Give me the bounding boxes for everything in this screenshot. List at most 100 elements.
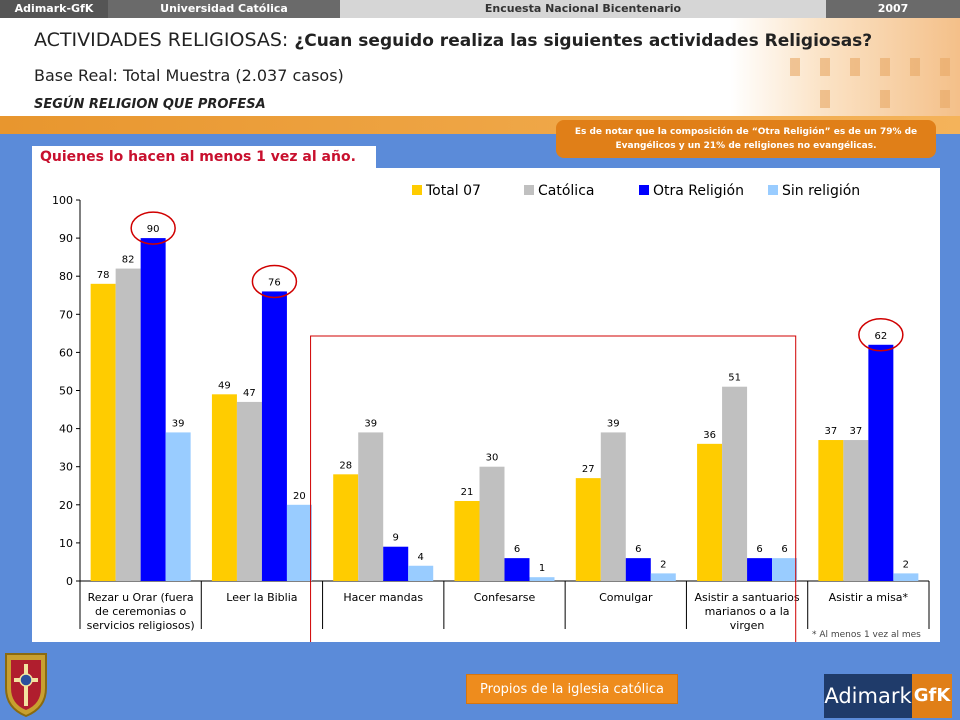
bar-value-label: 2 [660,559,666,570]
category-label: servicios religiosos) [87,619,195,632]
chart-panel: 0 10 20 30 40 50 60 70 80 90 100 Rezar u Orar (fuer… [32,168,940,663]
footnote: * Al menos 1 vez al mes [812,630,921,640]
bar [843,440,869,581]
y-tick-label: 90 [59,232,73,245]
y-tick-label: 70 [59,308,73,321]
adimark-gfk-logo: Adimark GfK [824,674,952,718]
bar-value-label: 76 [268,277,281,288]
bar [575,478,601,581]
bar [236,401,262,581]
title-prefix: ACTIVIDADES RELIGIOSAS: [34,29,295,51]
bar-value-label: 4 [418,552,424,563]
bar-value-label: 37 [824,426,837,437]
bar-value-label: 28 [339,460,352,471]
highlight-circle [858,318,904,352]
bar-value-label: 6 [514,544,520,555]
segment-label: SEGÚN RELIGION QUE PROFESA [34,97,266,112]
category-label: Leer la Biblia [226,591,297,604]
bar [529,577,555,581]
bar-value-label: 6 [756,544,762,555]
base-label: Base Real: Total Muestra (2.037 casos) [34,66,344,85]
bar-value-label: 82 [122,255,135,266]
bar-value-label: 37 [849,426,862,437]
y-tick-label: 0 [66,575,73,588]
propios-label: Propios de la iglesia católica [466,674,678,704]
bar [600,432,626,581]
bar-value-label: 1 [539,563,545,574]
category-label: Hacer mandas [343,591,423,604]
bar [479,466,505,581]
page-title: ACTIVIDADES RELIGIOSAS: ¿Cuan seguido re… [34,29,872,51]
legend-label: Católica [538,183,594,199]
bar-value-label: 9 [393,533,399,544]
bar [747,558,773,581]
bar [408,565,434,581]
bar-value-label: 20 [293,491,306,502]
bar [772,558,798,581]
bar [893,573,919,581]
bar-value-label: 62 [874,331,887,342]
title-question: ¿Cuan seguido realiza las siguientes act… [294,31,873,51]
y-tick-label: 80 [59,270,73,283]
category-label: de ceremonias o [95,605,187,618]
legend-swatch [524,185,534,195]
bar-value-label: 30 [486,453,499,464]
bar-value-label: 21 [461,487,474,498]
logo-adimark: Adimark [824,674,912,718]
bar [454,500,480,581]
bar-value-label: 6 [635,544,641,555]
bar-value-label: 27 [582,464,595,475]
bar-chart: 0 10 20 30 40 50 60 70 80 90 100 Rezar u Orar (fuer… [52,183,930,663]
brand-label: Adimark-GfK [0,0,108,18]
bar [261,291,287,581]
bar [115,268,141,581]
bar [504,558,530,581]
category-label: Asistir a santuarios [694,591,799,604]
survey-label: Encuesta Nacional Bicentenario [340,0,826,18]
bar-value-label: 78 [97,270,110,281]
bar-value-label: 39 [607,418,620,429]
composition-note: Es de notar que la composición de “Otra … [556,120,936,158]
left-strip [0,134,32,646]
y-tick-label: 10 [59,537,73,550]
university-label: Universidad Católica [108,0,340,18]
highlight-circle [251,264,298,299]
legend-label: Total 07 [425,183,481,199]
bar [697,443,723,581]
category-label: Confesarse [474,591,536,604]
bar-value-label: 39 [364,418,377,429]
bar [333,474,359,581]
legend-swatch [639,185,649,195]
y-tick-label: 50 [59,385,73,398]
building-image [730,18,960,118]
legend-swatch [768,185,778,195]
bar-value-label: 47 [243,388,256,399]
header: ACTIVIDADES RELIGIOSAS: ¿Cuan seguido re… [0,18,960,118]
bar [625,558,651,581]
bar-value-label: 2 [903,559,909,570]
bar [165,432,191,581]
bar-value-label: 36 [703,430,716,441]
y-tick-label: 30 [59,461,73,474]
logo-gfk: GfK [912,674,952,718]
bar-value-label: 51 [728,373,741,384]
legend-swatch [412,185,422,195]
bar [868,344,894,581]
bar [358,432,384,581]
category-label: Rezar u Orar (fuera [88,591,194,604]
bar [140,238,166,581]
category-label: Asistir a misa* [829,591,909,604]
y-tick-label: 100 [52,194,73,207]
y-tick-label: 20 [59,499,73,512]
university-crest-icon [5,653,47,718]
year-label: 2007 [826,0,960,18]
y-tick-label: 40 [59,423,73,436]
bar-value-label: 90 [147,224,160,235]
bar [383,546,409,581]
category-label: virgen [730,619,765,632]
bar-value-label: 39 [172,418,185,429]
bar [818,440,844,581]
bar [286,504,312,581]
bar-value-label: 6 [781,544,787,555]
category-label: Comulgar [599,591,653,604]
